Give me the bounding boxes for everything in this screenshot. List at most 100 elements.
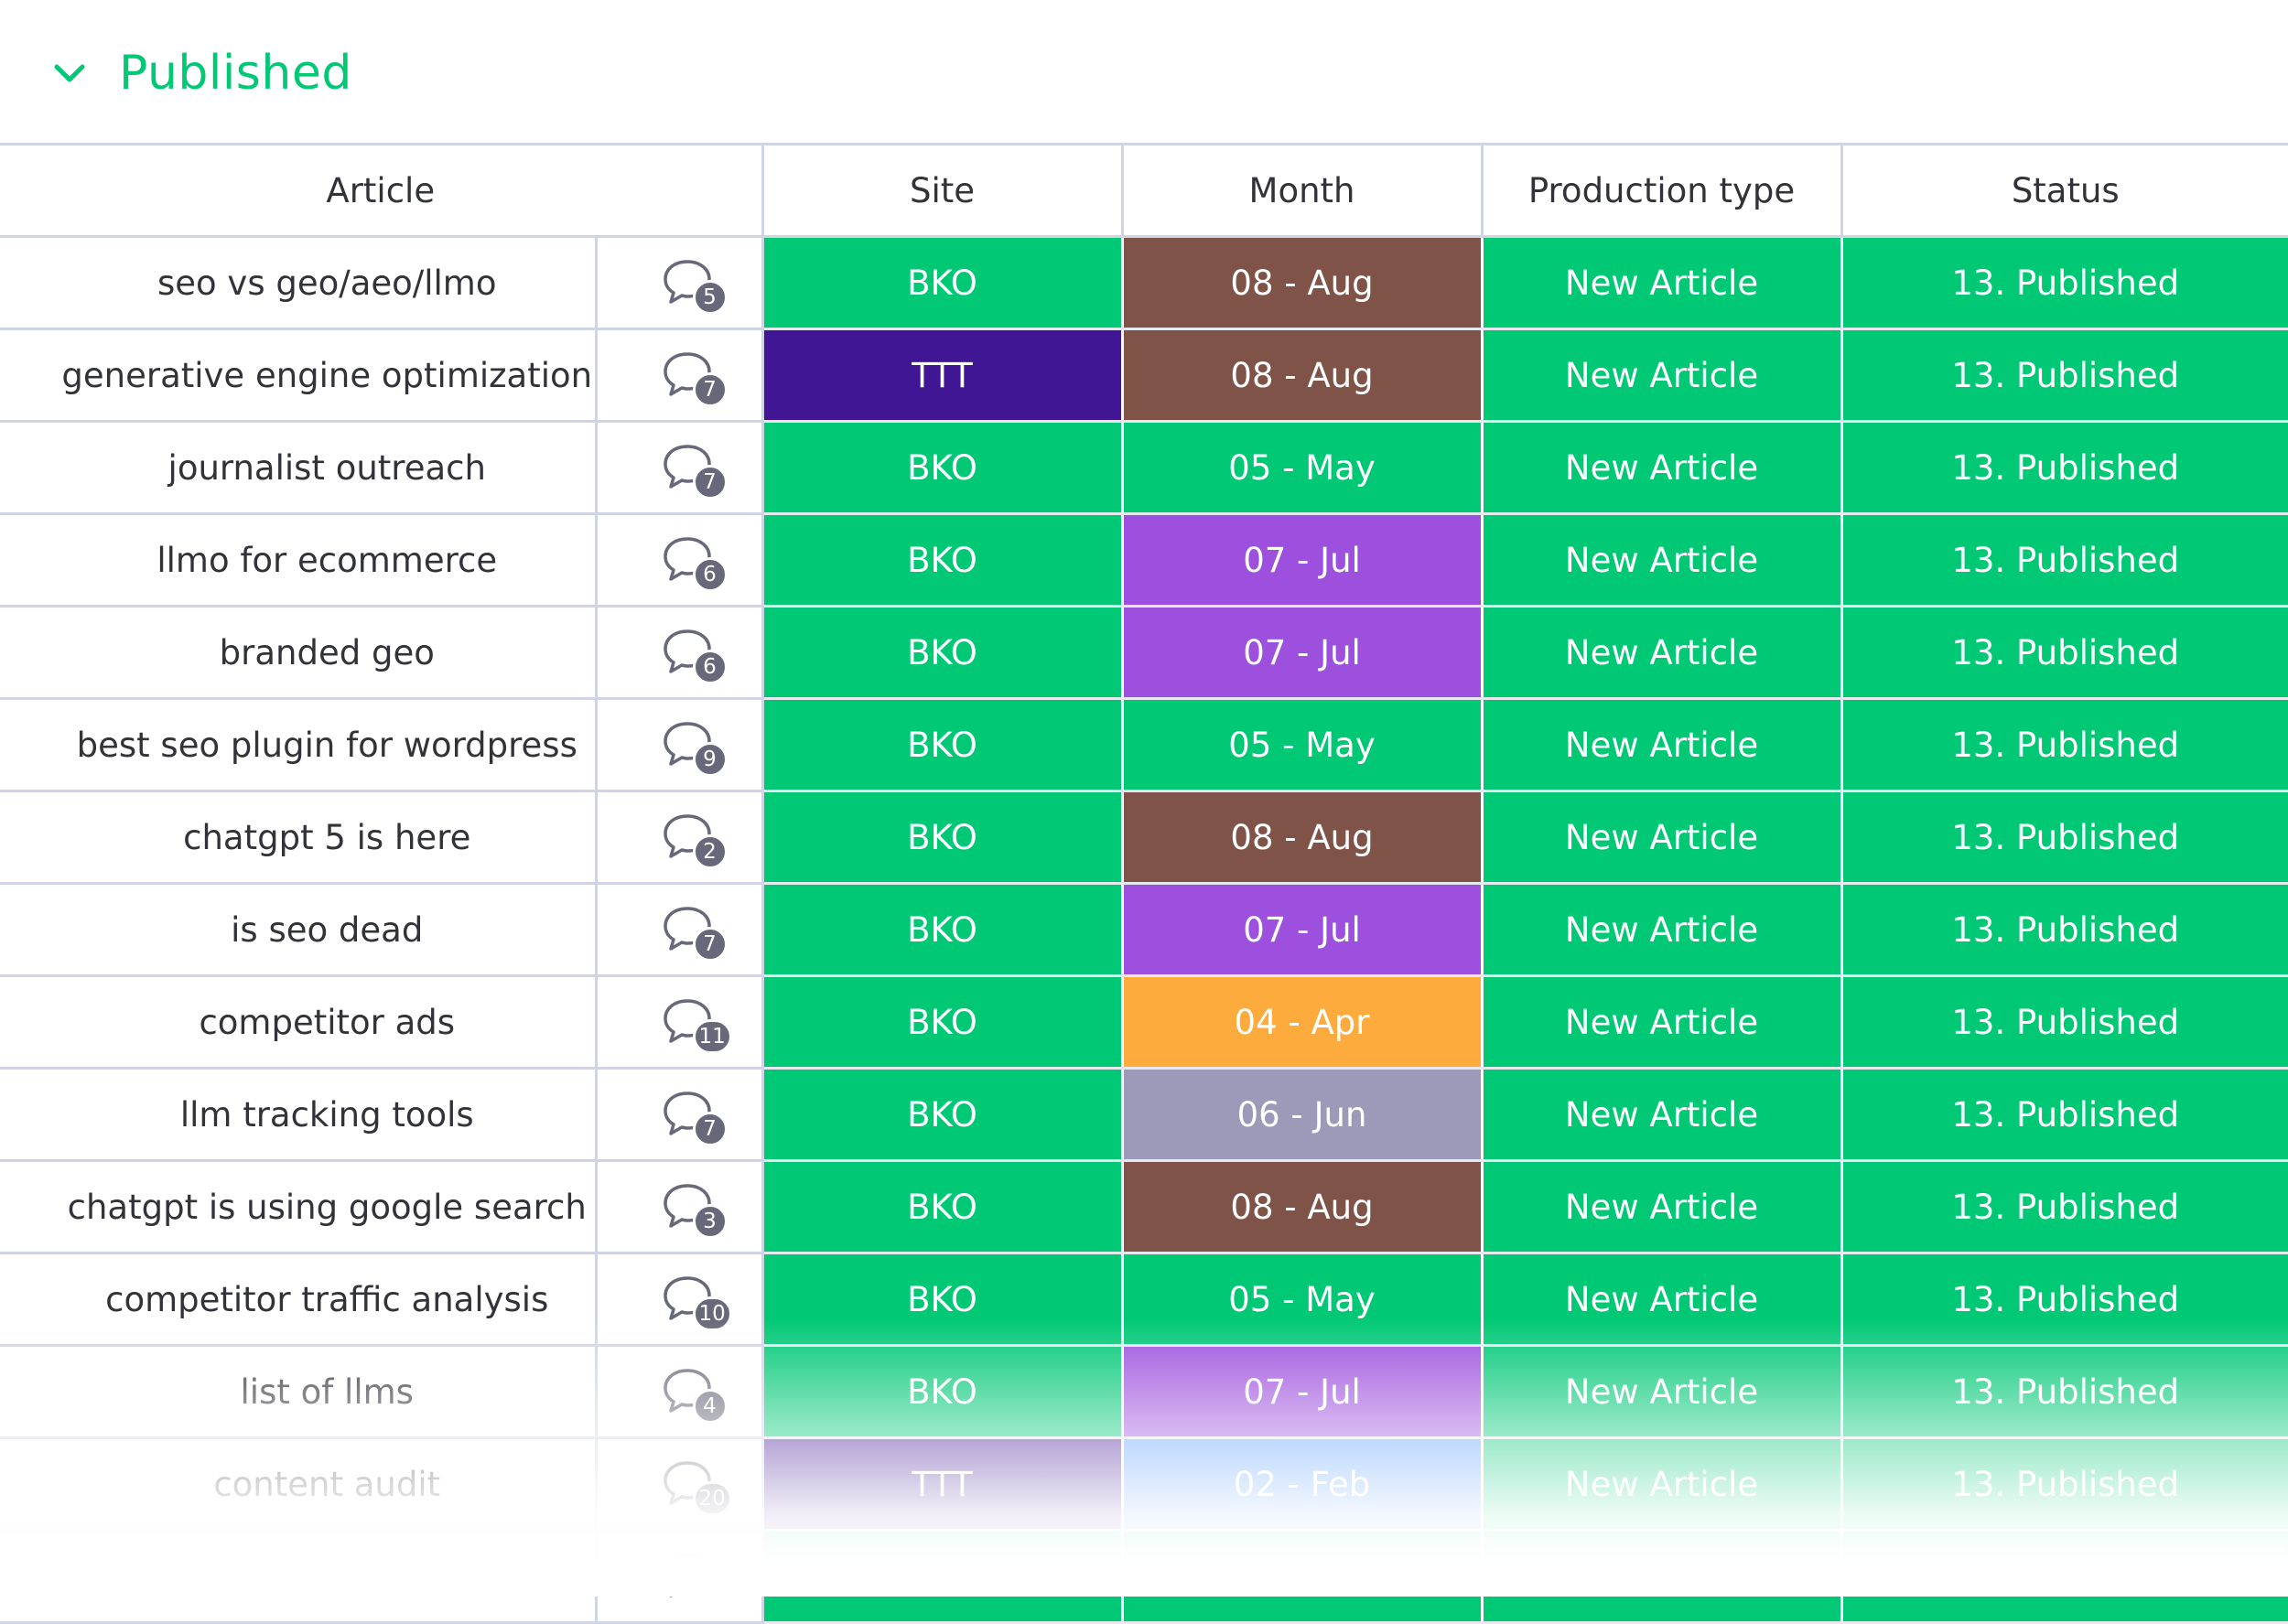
month-cell[interactable]: 08 - Aug bbox=[1120, 790, 1483, 885]
comment-bubble-icon[interactable] bbox=[662, 905, 713, 952]
article-name-cell[interactable]: competitor traffic analysis bbox=[0, 1253, 596, 1347]
production-type-cell[interactable]: New Article bbox=[1480, 1253, 1842, 1347]
site-cell[interactable]: BKO bbox=[761, 421, 1123, 515]
column-header-article[interactable]: Article bbox=[0, 143, 763, 238]
production-type-cell[interactable]: New Article bbox=[1480, 790, 1842, 885]
article-name-cell[interactable]: chatgpt is using google search bbox=[0, 1160, 596, 1254]
production-type-cell[interactable]: New Article bbox=[1480, 606, 1842, 700]
site-cell[interactable]: BKO bbox=[761, 1530, 1123, 1624]
site-cell[interactable]: BKO bbox=[761, 513, 1123, 608]
comment-bubble-icon[interactable] bbox=[662, 1274, 713, 1322]
status-cell[interactable]: 13. Published bbox=[1840, 1437, 2288, 1532]
month-cell[interactable]: 02 - Feb bbox=[1120, 1437, 1483, 1532]
month-cell[interactable]: 05 - May bbox=[1120, 1253, 1483, 1347]
status-cell[interactable]: 13. Published bbox=[1840, 1253, 2288, 1347]
article-name-cell[interactable]: branded geo bbox=[0, 606, 596, 700]
status-cell[interactable]: 13. Published bbox=[1840, 1160, 2288, 1254]
comment-bubble-icon[interactable] bbox=[662, 443, 713, 490]
site-cell[interactable]: BKO bbox=[761, 698, 1123, 792]
updates-cell[interactable]: 7 bbox=[594, 421, 764, 515]
chevron-down-icon[interactable] bbox=[53, 60, 86, 86]
site-cell[interactable]: BKO bbox=[761, 1068, 1123, 1162]
article-name-cell[interactable]: best seo plugin for wordpress bbox=[0, 698, 596, 792]
table-row[interactable]: chatgpt 5 is here 2 BKO 08 - Aug New Article… bbox=[0, 790, 2288, 885]
article-name-cell[interactable]: competitor ads bbox=[0, 975, 596, 1070]
table-row[interactable]: branded geo 6 BKO 07 - Jul New Article 13. Pu… bbox=[0, 606, 2288, 700]
article-name-cell[interactable]: llm tracking tools bbox=[0, 1068, 596, 1162]
production-type-cell[interactable]: New Article bbox=[1480, 421, 1842, 515]
month-cell[interactable]: 08 - Aug bbox=[1120, 328, 1483, 423]
site-cell[interactable]: BKO bbox=[761, 236, 1123, 330]
updates-cell[interactable] bbox=[594, 1530, 764, 1624]
production-type-cell[interactable]: New Article bbox=[1480, 236, 1842, 330]
updates-cell[interactable]: 10 bbox=[594, 1253, 764, 1347]
table-row[interactable]: is seo dead 7 BKO 07 - Jul New Article 13. Pu… bbox=[0, 883, 2288, 977]
site-cell[interactable]: TTT bbox=[761, 328, 1123, 423]
status-cell[interactable]: 13. Published bbox=[1840, 421, 2288, 515]
table-row[interactable]: how to advertise your business BKO 05 - Ma… bbox=[0, 1530, 2288, 1624]
table-row[interactable]: list of llms 4 BKO 07 - Jul New Article 13. P… bbox=[0, 1345, 2288, 1439]
production-type-cell[interactable]: New Article bbox=[1480, 1068, 1842, 1162]
comment-bubble-icon[interactable] bbox=[662, 812, 713, 860]
article-name-cell[interactable]: seo vs geo/aeo/llmo bbox=[0, 236, 596, 330]
comment-bubble-icon[interactable] bbox=[662, 1090, 713, 1137]
status-cell[interactable]: 13. Published bbox=[1840, 698, 2288, 792]
table-row[interactable]: generative engine optimization 7 TTT 08 - A… bbox=[0, 328, 2288, 423]
production-type-cell[interactable]: New Article bbox=[1480, 975, 1842, 1070]
status-cell[interactable]: 13. Published bbox=[1840, 883, 2288, 977]
column-header-production-type[interactable]: Production type bbox=[1480, 143, 1842, 238]
status-cell[interactable]: 13. Published bbox=[1840, 236, 2288, 330]
article-name-cell[interactable]: chatgpt 5 is here bbox=[0, 790, 596, 885]
comment-bubble-icon[interactable] bbox=[662, 1182, 713, 1230]
comment-bubble-icon[interactable] bbox=[662, 258, 713, 306]
table-row[interactable]: best seo plugin for wordpress 9 BKO 05 - Ma… bbox=[0, 698, 2288, 792]
table-row[interactable]: seo vs geo/aeo/llmo 5 BKO 08 - Aug New Artic… bbox=[0, 236, 2288, 330]
table-row[interactable]: llm tracking tools 7 BKO 06 - Jun New Articl… bbox=[0, 1068, 2288, 1162]
comment-bubble-icon[interactable] bbox=[662, 628, 713, 675]
comment-bubble-icon[interactable] bbox=[662, 720, 713, 768]
site-cell[interactable]: BKO bbox=[761, 1160, 1123, 1254]
table-row[interactable]: content audit 20 TTT 02 - Feb New Article 13.… bbox=[0, 1437, 2288, 1532]
status-cell[interactable]: 13. Published bbox=[1840, 1530, 2288, 1624]
updates-cell[interactable]: 5 bbox=[594, 236, 764, 330]
site-cell[interactable]: BKO bbox=[761, 1345, 1123, 1439]
updates-cell[interactable]: 4 bbox=[594, 1345, 764, 1439]
month-cell[interactable]: 07 - Jul bbox=[1120, 606, 1483, 700]
production-type-cell[interactable]: New Article bbox=[1480, 513, 1842, 608]
production-type-cell[interactable]: New Article bbox=[1480, 883, 1842, 977]
month-cell[interactable]: 05 - May bbox=[1120, 421, 1483, 515]
site-cell[interactable]: BKO bbox=[761, 790, 1123, 885]
updates-cell[interactable]: 20 bbox=[594, 1437, 764, 1532]
article-name-cell[interactable]: llmo for ecommerce bbox=[0, 513, 596, 608]
status-cell[interactable]: 13. Published bbox=[1840, 790, 2288, 885]
column-header-month[interactable]: Month bbox=[1120, 143, 1483, 238]
article-name-cell[interactable]: list of llms bbox=[0, 1345, 596, 1439]
article-name-cell[interactable]: content audit bbox=[0, 1437, 596, 1532]
column-header-site[interactable]: Site bbox=[761, 143, 1123, 238]
site-cell[interactable]: BKO bbox=[761, 883, 1123, 977]
production-type-cell[interactable]: New Article bbox=[1480, 1345, 1842, 1439]
site-cell[interactable]: TTT bbox=[761, 1437, 1123, 1532]
updates-cell[interactable]: 11 bbox=[594, 975, 764, 1070]
production-type-cell[interactable]: New Article bbox=[1480, 328, 1842, 423]
table-row[interactable]: llmo for ecommerce 6 BKO 07 - Jul New Articl… bbox=[0, 513, 2288, 608]
status-cell[interactable]: 13. Published bbox=[1840, 513, 2288, 608]
updates-cell[interactable]: 7 bbox=[594, 328, 764, 423]
table-row[interactable]: competitor ads 11 BKO 04 - Apr New Article 13… bbox=[0, 975, 2288, 1070]
article-name-cell[interactable]: how to advertise your business bbox=[0, 1530, 596, 1624]
comment-bubble-icon[interactable] bbox=[662, 350, 713, 398]
status-cell[interactable]: 13. Published bbox=[1840, 975, 2288, 1070]
month-cell[interactable]: 07 - Jul bbox=[1120, 1345, 1483, 1439]
status-cell[interactable]: 13. Published bbox=[1840, 606, 2288, 700]
article-name-cell[interactable]: journalist outreach bbox=[0, 421, 596, 515]
updates-cell[interactable]: 3 bbox=[594, 1160, 764, 1254]
column-header-status[interactable]: Status bbox=[1840, 143, 2288, 238]
status-cell[interactable]: 13. Published bbox=[1840, 1345, 2288, 1439]
table-row[interactable]: competitor traffic analysis 10 BKO 05 - May… bbox=[0, 1253, 2288, 1347]
article-name-cell[interactable]: is seo dead bbox=[0, 883, 596, 977]
month-cell[interactable]: 05 - May bbox=[1120, 698, 1483, 792]
updates-cell[interactable]: 6 bbox=[594, 606, 764, 700]
article-name-cell[interactable]: generative engine optimization bbox=[0, 328, 596, 423]
production-type-cell[interactable]: New Article bbox=[1480, 1530, 1842, 1624]
comment-bubble-icon[interactable] bbox=[662, 1552, 713, 1599]
